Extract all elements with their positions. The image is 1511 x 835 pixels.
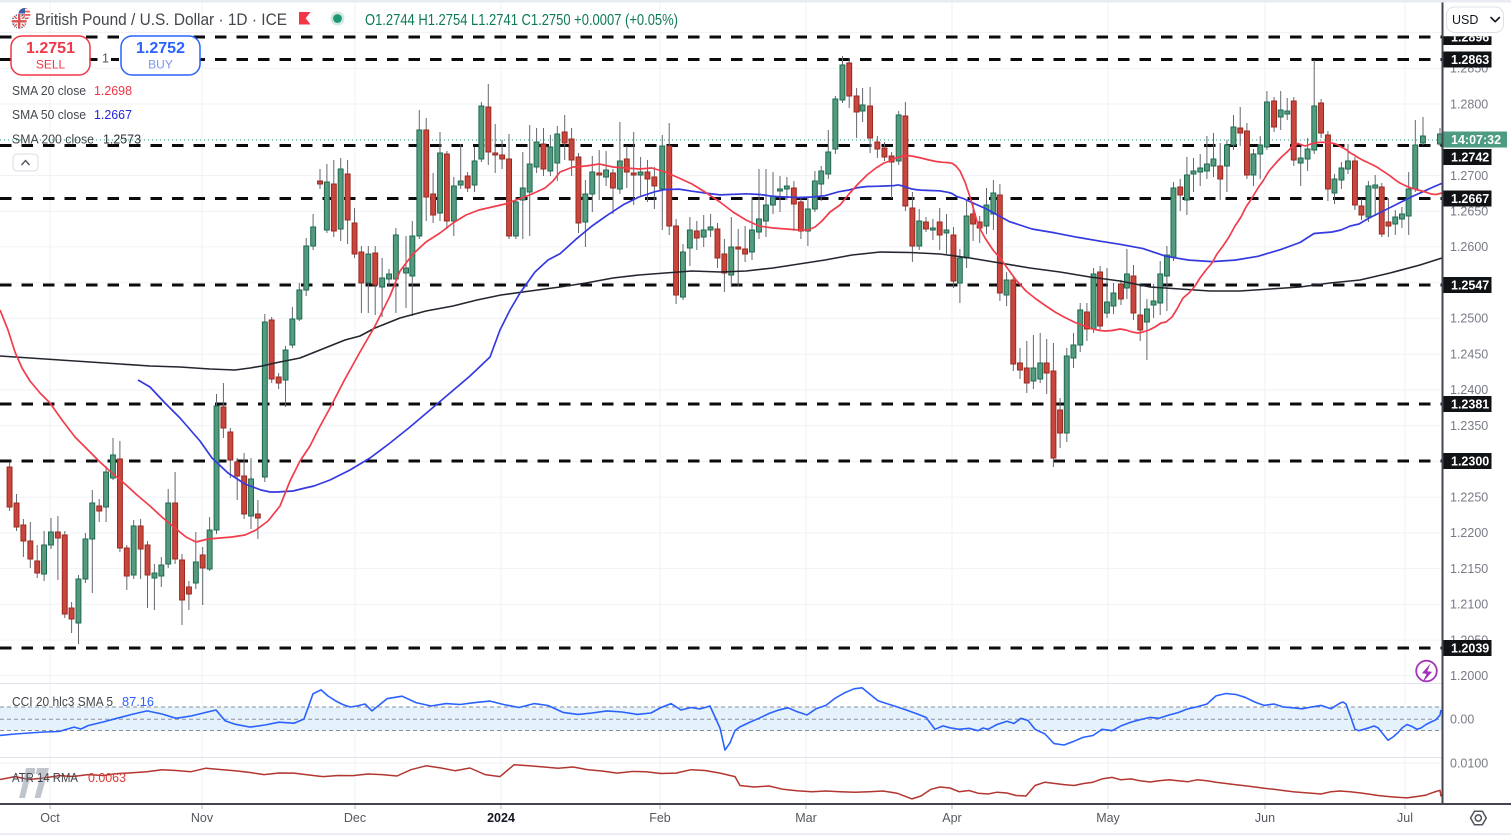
svg-text:0.0100: 0.0100 [1450, 756, 1488, 770]
svg-text:1.2600: 1.2600 [1450, 240, 1488, 254]
svg-text:2024: 2024 [487, 811, 515, 825]
svg-text:1.2752: 1.2752 [136, 40, 185, 57]
svg-text:Apr: Apr [942, 811, 961, 825]
svg-text:ATR 14 RMA: ATR 14 RMA [12, 770, 78, 785]
svg-text:1.2250: 1.2250 [1450, 490, 1488, 504]
svg-text:1.2547: 1.2547 [1451, 278, 1489, 292]
svg-text:Oct: Oct [40, 811, 60, 825]
svg-text:1.2200: 1.2200 [1450, 526, 1488, 540]
svg-text:1.2000: 1.2000 [1450, 669, 1488, 683]
svg-text:14:07:32: 14:07:32 [1451, 133, 1501, 147]
svg-text:1.2650: 1.2650 [1450, 205, 1488, 219]
svg-text:0.00: 0.00 [1450, 713, 1474, 727]
svg-text:1.2100: 1.2100 [1450, 598, 1488, 612]
svg-text:1.2573: 1.2573 [103, 132, 141, 147]
svg-text:SMA 20 close: SMA 20 close [12, 83, 86, 98]
svg-text:1.2751: 1.2751 [26, 40, 75, 57]
svg-text:1.2039: 1.2039 [1451, 641, 1489, 655]
svg-text:1.2896: 1.2896 [1451, 30, 1489, 44]
svg-text:1.2698: 1.2698 [94, 83, 132, 98]
svg-text:SELL: SELL [36, 58, 66, 72]
svg-text:Nov: Nov [191, 811, 214, 825]
svg-text:BUY: BUY [148, 58, 173, 72]
svg-text:1.2742: 1.2742 [1451, 150, 1489, 164]
svg-text:1.2667: 1.2667 [94, 107, 132, 122]
svg-text:1.2450: 1.2450 [1450, 348, 1488, 362]
svg-text:1.2500: 1.2500 [1450, 312, 1488, 326]
svg-text:0.0063: 0.0063 [88, 770, 126, 785]
svg-text:87.16: 87.16 [122, 694, 154, 709]
svg-text:SMA 50 close: SMA 50 close [12, 107, 86, 122]
svg-text:Feb: Feb [649, 811, 671, 825]
svg-text:1.2863: 1.2863 [1451, 53, 1489, 67]
svg-text:Dec: Dec [344, 811, 366, 825]
svg-text:1.2667: 1.2667 [1451, 192, 1489, 206]
svg-text:USD: USD [1452, 13, 1478, 27]
svg-text:May: May [1096, 811, 1120, 825]
svg-text:1.2381: 1.2381 [1451, 397, 1489, 411]
svg-text:1.2150: 1.2150 [1450, 562, 1488, 576]
svg-text:1.2800: 1.2800 [1450, 97, 1488, 111]
svg-text:1.2300: 1.2300 [1451, 454, 1489, 468]
svg-text:Jul: Jul [1397, 811, 1413, 825]
svg-text:Mar: Mar [795, 811, 817, 825]
svg-text:Jun: Jun [1255, 811, 1275, 825]
svg-text:CCI 20 hlc3 SMA 5: CCI 20 hlc3 SMA 5 [12, 694, 113, 709]
svg-text:O1.2744 H1.2754 L1.2741 C1.: O1.2744 H1.2754 L1.2741 C1.2750 +0.0007 … [365, 12, 678, 29]
svg-text:SMA 200 close: SMA 200 close [12, 132, 94, 147]
svg-text:1.2400: 1.2400 [1450, 383, 1488, 397]
svg-text:1: 1 [102, 52, 109, 66]
svg-text:1.2350: 1.2350 [1450, 419, 1488, 433]
svg-text:1.2700: 1.2700 [1450, 169, 1488, 183]
svg-text:British Pound / U.S. Dollar ·: British Pound / U.S. Dollar · 1D · ICE [35, 11, 287, 29]
